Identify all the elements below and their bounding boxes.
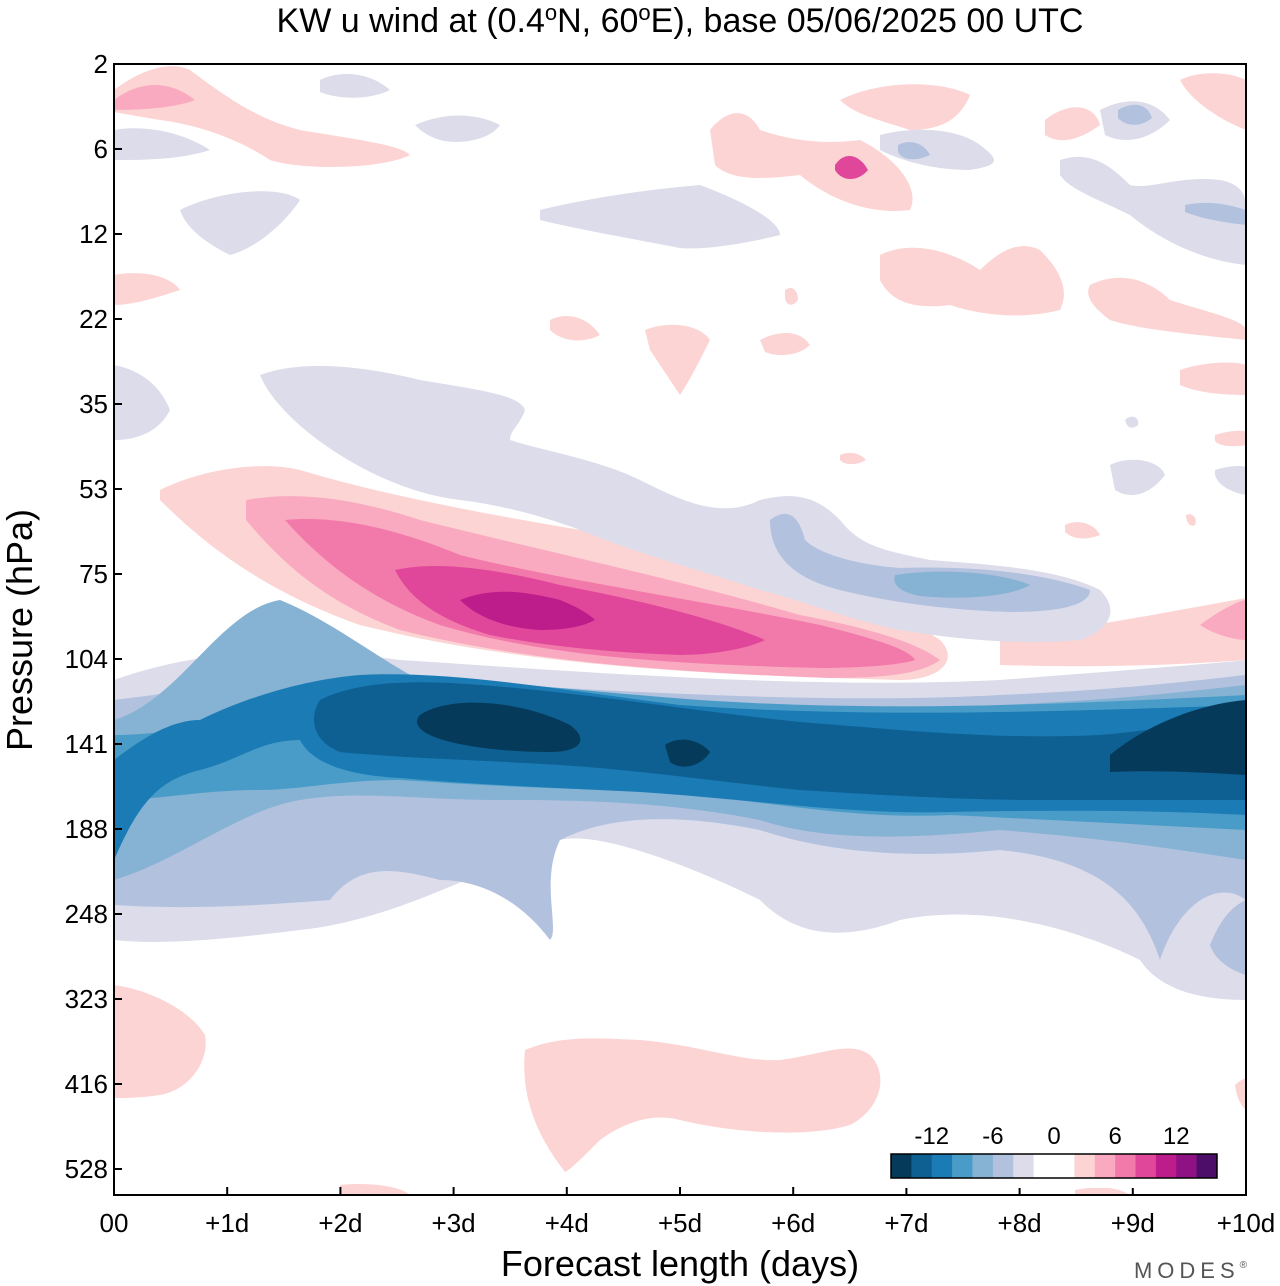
- contour-pos-2-d: [114, 985, 1246, 1195]
- contour-neg-14: [417, 700, 1246, 775]
- colorbar-swatch: [1115, 1154, 1136, 1178]
- colorbar-swatch: [1196, 1154, 1218, 1178]
- y-tick-label: 35: [79, 389, 108, 419]
- colorbar-swatch: [1094, 1154, 1116, 1178]
- x-tick-label: +4d: [545, 1208, 589, 1238]
- colorbar-swatch: [1135, 1154, 1157, 1178]
- contour-pos-2-a: [114, 66, 410, 167]
- contour-pos-4-c: [1200, 600, 1246, 640]
- x-tick-label: +6d: [771, 1208, 815, 1238]
- colorbar-swatch: [952, 1154, 973, 1178]
- y-tick-label: 75: [79, 559, 108, 589]
- x-axis: 00 +1d +2d +3d +4d +5d +6d +7d +8d +9d +10d: [100, 1187, 1276, 1238]
- contour-neg-2-a: [114, 74, 500, 255]
- x-tick-label: +7d: [884, 1208, 928, 1238]
- y-tick-label: 323: [65, 984, 108, 1014]
- chart-title: KW u wind at (0.4oN, 60oE), base 05/06/2…: [277, 0, 1084, 40]
- contour-white-hole: [614, 851, 659, 905]
- colorbar-swatch: [1013, 1154, 1035, 1178]
- colorbar-tick-label: 12: [1163, 1123, 1190, 1150]
- x-tick-label: 00: [100, 1208, 129, 1238]
- contour-pos-4-a: [114, 85, 195, 110]
- modes-logo: MODES®: [1134, 1258, 1252, 1283]
- y-tick-label: 22: [79, 304, 108, 334]
- colorbar-swatch: [1054, 1154, 1075, 1178]
- colorbar-frame: [890, 1153, 1218, 1179]
- contour-neg-12: [314, 682, 1246, 800]
- contour-neg-4-d: [1210, 900, 1246, 975]
- y-tick-label: 12: [79, 219, 108, 249]
- colorbar-tick-label: -6: [982, 1123, 1003, 1150]
- x-tick-label: +8d: [998, 1208, 1042, 1238]
- y-tick-label: 528: [65, 1154, 108, 1184]
- colorbar-swatch: [992, 1154, 1014, 1178]
- colorbar-swatch: [891, 1154, 912, 1178]
- contour-pos-10: [460, 591, 595, 630]
- x-tick-label: +10d: [1217, 1208, 1276, 1238]
- contour-neg-6-c: [894, 571, 1030, 598]
- y-tick-label: 104: [65, 644, 108, 674]
- y-tick-label: 53: [79, 474, 108, 504]
- x-tick-label: +9d: [1111, 1208, 1155, 1238]
- y-tick-label: 188: [65, 814, 108, 844]
- y-tick-label: 141: [65, 729, 108, 759]
- colorbar-tick-label: 0: [1047, 1123, 1060, 1150]
- y-tick-label: 248: [65, 899, 108, 929]
- contour-neg-2-b: [540, 101, 1246, 265]
- colorbar-swatch: [1155, 1154, 1177, 1178]
- x-axis-label: Forecast length (days): [501, 1243, 859, 1284]
- x-tick-label: +3d: [432, 1208, 476, 1238]
- colorbar-swatch: [1176, 1154, 1198, 1178]
- y-axis: 2 6 12 22 35 53 75 104 141 188 248 323 416 528: [65, 49, 122, 1184]
- x-tick-label: +2d: [318, 1208, 362, 1238]
- colorbar-tick-label: -12: [914, 1123, 949, 1150]
- colorbar-swatch: [1074, 1154, 1096, 1178]
- colorbar-swatch: [1033, 1154, 1055, 1178]
- colorbar-swatch: [911, 1154, 933, 1178]
- contour-field: [114, 66, 1246, 1195]
- y-tick-label: 6: [94, 134, 108, 164]
- y-tick-label: 416: [65, 1069, 108, 1099]
- colorbar-tick-label: 6: [1108, 1123, 1121, 1150]
- y-axis-label: Pressure (hPa): [0, 509, 40, 751]
- colorbar-swatch: [931, 1154, 953, 1178]
- contour-pos-6-b: [835, 155, 868, 179]
- colorbar-swatch: [972, 1154, 994, 1178]
- contour-neg-4-b: [898, 104, 1246, 225]
- y-tick-label: 2: [94, 49, 108, 79]
- x-tick-label: +5d: [658, 1208, 702, 1238]
- x-tick-label: +1d: [205, 1208, 249, 1238]
- colorbar: -12 -6 0 6 12: [879, 1118, 1229, 1188]
